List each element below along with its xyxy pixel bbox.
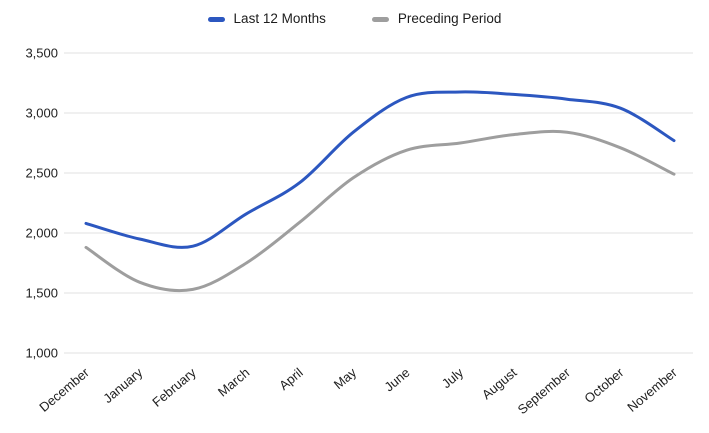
series-line-preceding-period [84, 129, 676, 293]
legend-swatch-preceding-period-icon [371, 16, 389, 22]
legend-label-last-12-months: Last 12 Months [233, 11, 326, 26]
x-axis-tick-label: July [439, 364, 467, 391]
y-axis-tick-label: 3,500 [25, 46, 58, 61]
y-axis-tick-label: 3,000 [25, 106, 58, 121]
series-line-last-12-months [84, 90, 676, 249]
x-axis-tick-label: May [331, 364, 360, 392]
y-axis-tick-label: 1,000 [25, 346, 58, 361]
x-axis-tick-label: December [36, 364, 92, 414]
y-axis-tick-label: 2,500 [25, 166, 58, 181]
x-axis-tick-label: September [515, 364, 574, 417]
x-axis-tick-label: November [624, 364, 680, 414]
y-axis-tick-label: 2,000 [25, 226, 58, 241]
x-axis-tick-label: April [276, 365, 306, 393]
legend-item-last-12-months[interactable]: Last 12 Months [207, 11, 326, 27]
x-axis-tick-label: January [100, 364, 145, 406]
legend-item-preceding-period[interactable]: Preceding Period [371, 11, 502, 27]
legend-swatch-last-12-months-icon [207, 16, 225, 22]
x-axis-tick-label: March [215, 365, 252, 400]
legend-label-preceding-period: Preceding Period [397, 11, 502, 26]
x-axis-tick-label: February [149, 364, 199, 409]
chart-legend: Last 12 Months Preceding Period [0, 11, 709, 27]
y-axis-tick-label: 1,500 [25, 286, 58, 301]
x-axis-tick-label: October [581, 364, 627, 406]
x-axis-tick-label: June [381, 365, 412, 395]
x-axis-tick-label: August [479, 365, 520, 403]
